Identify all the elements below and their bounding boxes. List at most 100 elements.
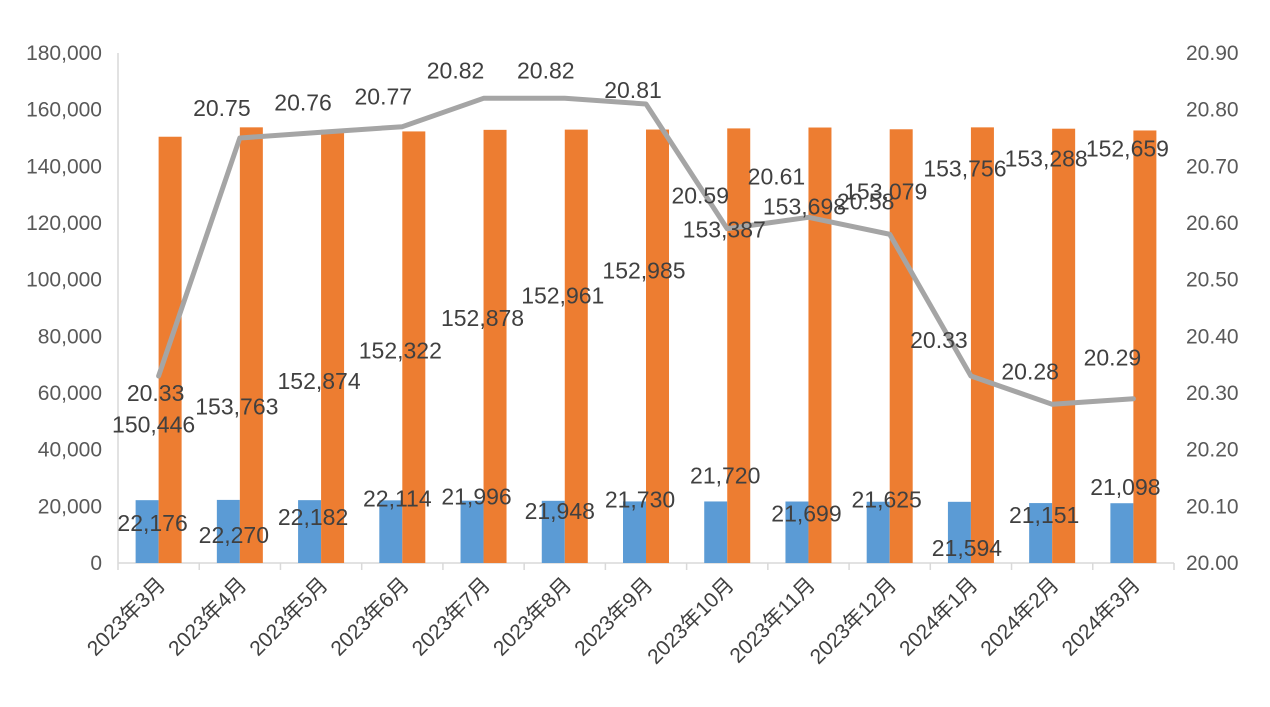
- line-point: [969, 374, 973, 378]
- blue-bar-value-label: 22,114: [363, 485, 432, 511]
- line-point: [725, 227, 729, 231]
- category-label: 2023年5月: [245, 573, 332, 660]
- data-labels: 22,176 150,446 20.33 22,270 153,763 20.75 22,1…: [112, 57, 1169, 560]
- category-label: 2023年4月: [164, 573, 251, 660]
- blue-bar-value-label: 21,720: [690, 462, 760, 488]
- right-axis-tick-label: 20.20: [1186, 439, 1239, 462]
- blue-bar-value-label: 21,948: [525, 498, 595, 524]
- category-label: 2023年12月: [806, 573, 902, 669]
- orange-bar-value-label: 152,874: [278, 368, 361, 394]
- line-point: [644, 102, 648, 106]
- right-axis-tick-label: 20.10: [1186, 495, 1239, 518]
- category-labels: 2023年3月2023年4月2023年5月2023年6月2023年7月2023年…: [83, 573, 1145, 669]
- left-axis-tick-label: 120,000: [26, 212, 102, 235]
- left-axis-tick-label: 160,000: [26, 99, 102, 122]
- left-axis-tick-label: 80,000: [38, 325, 102, 348]
- orange-bar: [321, 129, 345, 563]
- orange-bar-value-label: 153,387: [683, 216, 766, 242]
- category-label: 2023年8月: [489, 573, 576, 660]
- category-tick-marks: [117, 563, 1175, 570]
- orange-bar-value-label: 153,079: [844, 178, 927, 204]
- orange-bar-value-label: 152,878: [441, 305, 524, 331]
- orange-bar-value-label: 152,961: [521, 283, 604, 309]
- orange-bar: [1133, 130, 1157, 563]
- blue-bar: [947, 501, 971, 563]
- line-point: [319, 130, 323, 134]
- right-axis-tick-label: 20.40: [1186, 325, 1239, 348]
- right-axis-tick-label: 20.90: [1186, 42, 1239, 65]
- line-point: [888, 232, 892, 236]
- blue-bar: [866, 501, 890, 563]
- blue-bar: [704, 501, 728, 563]
- right-axis-tick-label: 20.00: [1186, 552, 1239, 575]
- category-label: 2023年10月: [643, 573, 739, 669]
- blue-bar: [1110, 503, 1134, 563]
- blue-bar: [379, 500, 403, 563]
- blue-bar-value-label: 22,182: [278, 504, 348, 530]
- line-point: [1131, 397, 1135, 401]
- category-label: 2023年9月: [570, 573, 657, 660]
- orange-bar: [889, 129, 913, 563]
- blue-bar: [785, 501, 809, 563]
- line-point: [482, 96, 486, 100]
- blue-bar-value-label: 21,730: [605, 486, 675, 512]
- line-value-label: 20.58: [837, 188, 895, 214]
- line-value-label: 20.59: [671, 183, 729, 209]
- right-axis-ticks: 20.00 20.10 20.20 20.30 20.40 20.50 20.60 20.70…: [1186, 42, 1239, 575]
- orange-bar: [483, 129, 507, 563]
- left-axis-tick-label: 140,000: [26, 155, 102, 178]
- blue-bar: [135, 500, 159, 563]
- left-axis-tick-label: 100,000: [26, 269, 102, 292]
- category-label: 2024年3月: [1058, 573, 1145, 660]
- left-axis-ticks: 0 20,000 40,000 60,000 80,000 100,000 120,000 1…: [26, 42, 102, 575]
- left-axis-tick-label: 60,000: [38, 382, 102, 405]
- blue-bar-value-label: 22,176: [117, 510, 187, 536]
- orange-bar: [727, 128, 751, 563]
- left-axis-tick-label: 20,000: [38, 495, 102, 518]
- orange-bar-value-label: 152,659: [1086, 135, 1169, 161]
- category-label: 2024年2月: [976, 573, 1063, 660]
- line-value-label: 20.61: [748, 163, 806, 189]
- blue-bar-value-label: 21,699: [771, 501, 841, 527]
- orange-bar-value-label: 152,985: [602, 258, 685, 284]
- blue-bar-value-label: 21,151: [1009, 502, 1079, 528]
- blue-bar: [298, 500, 322, 563]
- orange-bar-value-label: 153,763: [195, 393, 278, 419]
- orange-bar: [808, 127, 832, 563]
- line-value-label: 20.82: [427, 57, 485, 83]
- line-value-label: 20.77: [355, 84, 413, 110]
- blue-bar: [1029, 503, 1053, 563]
- orange-bar-value-label: 153,288: [1005, 146, 1088, 172]
- category-label: 2024年1月: [895, 573, 982, 660]
- line-value-label: 20.29: [1084, 345, 1142, 371]
- right-axis-tick-label: 20.30: [1186, 382, 1239, 405]
- orange-bar-value-label: 153,698: [763, 194, 846, 220]
- orange-bar: [1052, 128, 1076, 563]
- line-value-label: 20.28: [1001, 358, 1059, 384]
- left-axis-tick-label: 0: [90, 552, 102, 575]
- orange-bar-value-label: 152,322: [359, 337, 442, 363]
- blue-bar-value-label: 21,625: [852, 487, 922, 513]
- line-point: [238, 136, 242, 140]
- ratio-line-series: [156, 95, 1136, 407]
- orange-bar: [239, 127, 263, 563]
- right-axis-tick-label: 20.60: [1186, 212, 1239, 235]
- orange-bar-value-label: 153,756: [923, 155, 1006, 181]
- orange-bar-value-label: 150,446: [112, 412, 195, 438]
- bars: [135, 127, 1157, 564]
- line-value-label: 20.75: [193, 95, 251, 121]
- left-axis-tick-label: 180,000: [26, 42, 102, 65]
- right-axis-tick-label: 20.50: [1186, 269, 1239, 292]
- orange-bar: [970, 127, 994, 563]
- blue-bar: [541, 500, 565, 563]
- orange-bar: [564, 129, 588, 563]
- blue-bar: [460, 500, 484, 563]
- right-axis-tick-label: 20.70: [1186, 155, 1239, 178]
- right-axis-tick-label: 20.80: [1186, 99, 1239, 122]
- blue-bar: [216, 499, 240, 563]
- line-value-label: 20.33: [910, 327, 968, 353]
- left-axis-tick-label: 40,000: [38, 439, 102, 462]
- line-point: [157, 374, 161, 378]
- blue-bar: [623, 501, 646, 563]
